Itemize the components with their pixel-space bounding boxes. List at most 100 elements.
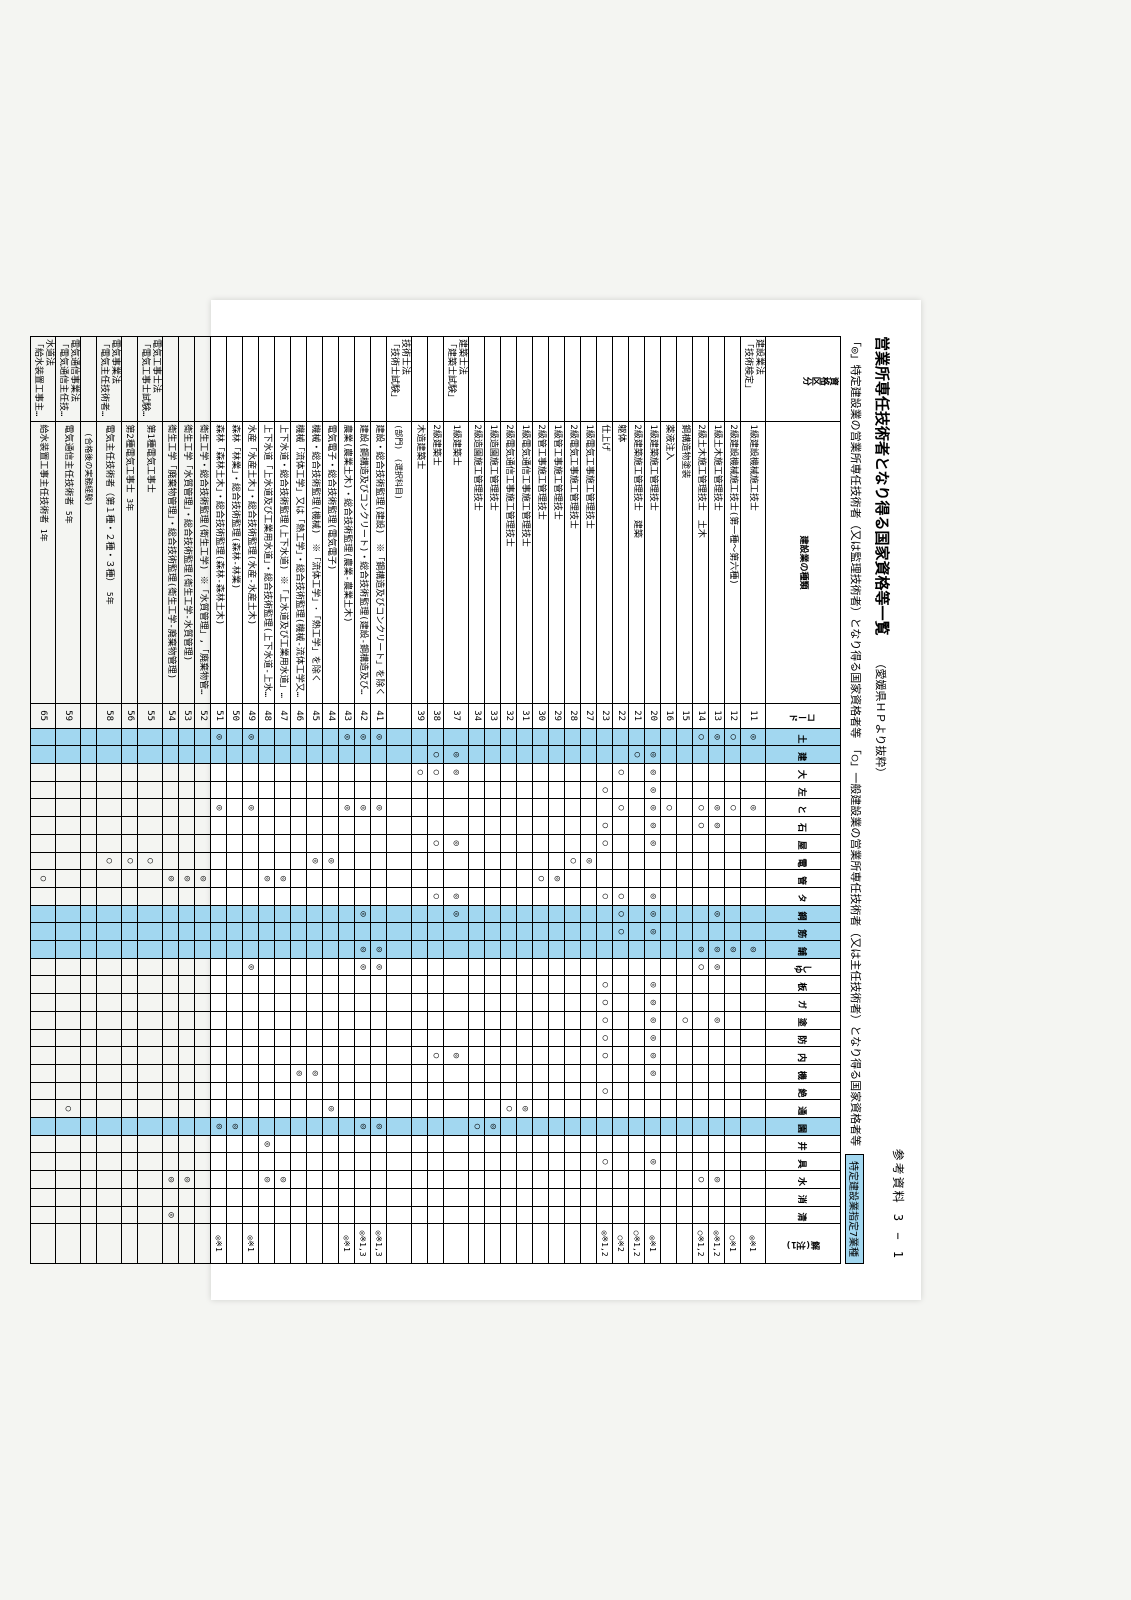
cell-mark <box>516 1029 532 1047</box>
cell-mark <box>178 905 194 923</box>
cell-mark: ◎ <box>210 728 226 746</box>
cell-mark <box>242 764 258 782</box>
cell-mark: ○ <box>724 799 740 817</box>
cell-mark <box>226 870 242 888</box>
cell-mark <box>121 1171 137 1189</box>
cell-mark <box>178 1064 194 1082</box>
table-row: 2級管工事施工管理技士30○ <box>532 337 548 1264</box>
cell-mark: ○ <box>612 764 628 782</box>
cell-mark <box>468 887 484 905</box>
cell-mark <box>258 1100 274 1118</box>
cell-mark <box>411 1100 427 1118</box>
cell-mark <box>468 1082 484 1100</box>
cell-mark <box>258 941 274 959</box>
cell-mark <box>354 1047 370 1065</box>
cell-mark <box>96 834 121 852</box>
cell-code: 27 <box>580 703 596 728</box>
table-row: 建設業法「技術検定」1級建設機械施工技士11◎◎◎◎※1 <box>740 337 765 1264</box>
cell-category: 電気工事士法「電気工事士試験」 <box>137 337 162 422</box>
cell-mark <box>354 1188 370 1206</box>
cell-mark: ○ <box>30 870 55 888</box>
cell-mark <box>484 887 500 905</box>
document-sheet: 参考資料 3 − 1 営業所専任技術者となり得る国家資格等一覧 （愛媛県ＨＰより… <box>211 300 921 1300</box>
cell-mark <box>274 1082 290 1100</box>
cell-mark <box>274 817 290 835</box>
cell-mark <box>210 994 226 1012</box>
cell-mark <box>580 1082 596 1100</box>
cell-mark <box>427 905 443 923</box>
cell-mark <box>500 1135 516 1153</box>
cell-category <box>708 337 724 422</box>
cell-mark <box>580 1029 596 1047</box>
cell-code: 58 <box>96 703 121 728</box>
cell-mark <box>178 887 194 905</box>
cell-mark <box>468 1029 484 1047</box>
cell-mark <box>516 834 532 852</box>
cell-mark <box>322 1188 338 1206</box>
cell-mark <box>121 1135 137 1153</box>
cell-mark <box>427 958 443 976</box>
cell-mark <box>724 870 740 888</box>
table-row: 建築士法「建築士試験」1級建築士37◎◎◎◎◎◎ <box>443 337 468 1264</box>
cell-mark <box>290 817 306 835</box>
cell-mark <box>30 1118 55 1136</box>
cell-mark: ◎ <box>242 799 258 817</box>
cell-mark <box>226 923 242 941</box>
cell-mark <box>676 887 692 905</box>
table-row: 2級電気工事施工管理技士28○ <box>564 337 580 1264</box>
cell-mark <box>370 764 386 782</box>
cell-mark <box>322 1011 338 1029</box>
cell-mark <box>274 1153 290 1171</box>
cell-mark <box>443 870 468 888</box>
cell-mark <box>468 941 484 959</box>
cell-mark <box>443 852 468 870</box>
cell-mark <box>338 1011 354 1029</box>
cell-mark <box>427 1100 443 1118</box>
cell-mark <box>194 746 210 764</box>
cell-mark <box>386 905 411 923</box>
cell-code: 56 <box>121 703 137 728</box>
cell-mark <box>468 958 484 976</box>
cell-mark <box>660 1118 676 1136</box>
cell-category <box>484 337 500 422</box>
cell-mark <box>242 1100 258 1118</box>
cell-mark <box>596 1064 612 1082</box>
cell-mark: ○ <box>532 870 548 888</box>
cell-mark <box>468 834 484 852</box>
cell-mark <box>386 1153 411 1171</box>
cell-mark <box>55 1206 80 1224</box>
cell-mark <box>484 1135 500 1153</box>
cell-mark <box>676 923 692 941</box>
cell-mark <box>178 728 194 746</box>
cell-mark <box>322 1135 338 1153</box>
cell-mark <box>80 1188 96 1206</box>
cell-name: 薬液注入 <box>660 422 676 703</box>
cell-mark <box>580 817 596 835</box>
cell-mark <box>80 923 96 941</box>
cell-mark <box>55 1135 80 1153</box>
cell-mark: ◎ <box>644 1064 660 1082</box>
hdr-col: 筋 <box>765 923 840 941</box>
cell-mark <box>386 1171 411 1189</box>
cell-mark: ○ <box>427 887 443 905</box>
cell-mark <box>612 781 628 799</box>
cell-mark <box>708 923 724 941</box>
cell-mark: ○ <box>596 1047 612 1065</box>
cell-mark: ○ <box>612 923 628 941</box>
cell-mark <box>55 1171 80 1189</box>
cell-category <box>596 337 612 422</box>
cell-mark <box>644 941 660 959</box>
cell-mark <box>468 1100 484 1118</box>
cell-mark <box>55 728 80 746</box>
table-row: 薬液注入16○ <box>660 337 676 1264</box>
cell-mark <box>370 1064 386 1082</box>
cell-mark <box>676 976 692 994</box>
cell-mark <box>692 923 708 941</box>
cell-mark <box>484 746 500 764</box>
cell-mark <box>137 1118 162 1136</box>
cell-mark <box>628 1011 644 1029</box>
cell-mark <box>548 746 564 764</box>
cell-category <box>338 337 354 422</box>
cell-mark <box>484 870 500 888</box>
cell-code: 65 <box>30 703 55 728</box>
